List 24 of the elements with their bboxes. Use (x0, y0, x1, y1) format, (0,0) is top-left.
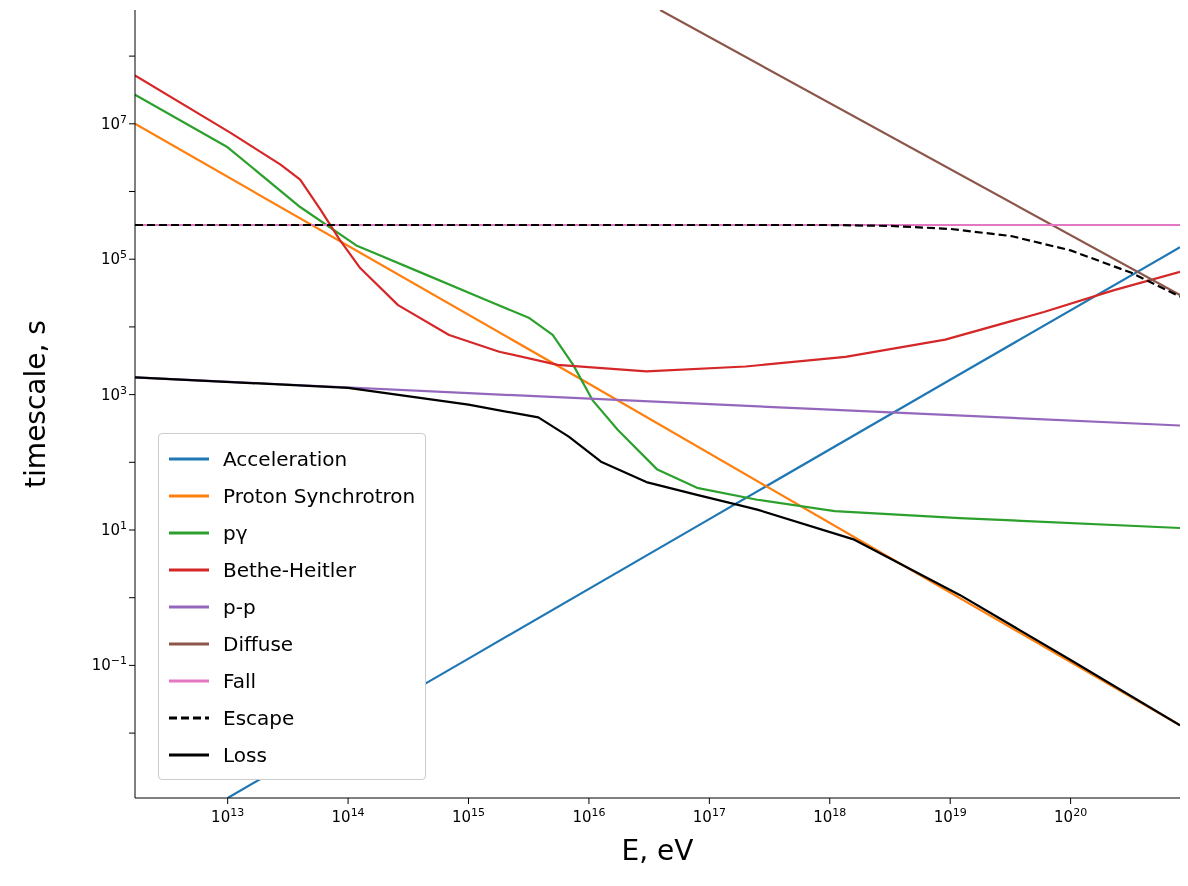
x-tick-label: 10$^{19}$ (933, 805, 967, 826)
y-tick-label: 10$^{3}$ (100, 383, 127, 404)
x-tick-label: 10$^{13}$ (211, 805, 245, 826)
x-axis-title: E, eV (621, 833, 694, 867)
x-tick-label: 10$^{15}$ (451, 805, 486, 826)
legend-label: Escape (223, 705, 295, 730)
legend-label: Loss (223, 742, 267, 767)
x-tick-label: 10$^{16}$ (572, 805, 606, 826)
legend-label: p-p (223, 594, 256, 619)
x-tick-label: 10$^{17}$ (692, 805, 726, 826)
x-tick-label: 10$^{14}$ (331, 805, 365, 826)
y-tick-label: 10$^{7}$ (100, 112, 127, 133)
legend-label: Acceleration (223, 446, 348, 471)
legend-label: Proton Synchrotron (223, 483, 416, 508)
legend-label: Diffuse (223, 631, 294, 656)
y-axis-title: timescale, s (18, 320, 52, 488)
y-tick-label: 10$^{−1}$ (91, 653, 127, 675)
legend-label: Bethe-Heitler (223, 557, 356, 582)
legend-label: Fall (223, 668, 257, 693)
y-tick-label: 10$^{5}$ (100, 247, 127, 269)
x-tick-label: 10$^{20}$ (1054, 805, 1088, 826)
legend-label: pγ (223, 520, 248, 545)
y-tick-label: 10$^{1}$ (100, 518, 127, 540)
x-tick-label: 10$^{18}$ (813, 805, 847, 826)
